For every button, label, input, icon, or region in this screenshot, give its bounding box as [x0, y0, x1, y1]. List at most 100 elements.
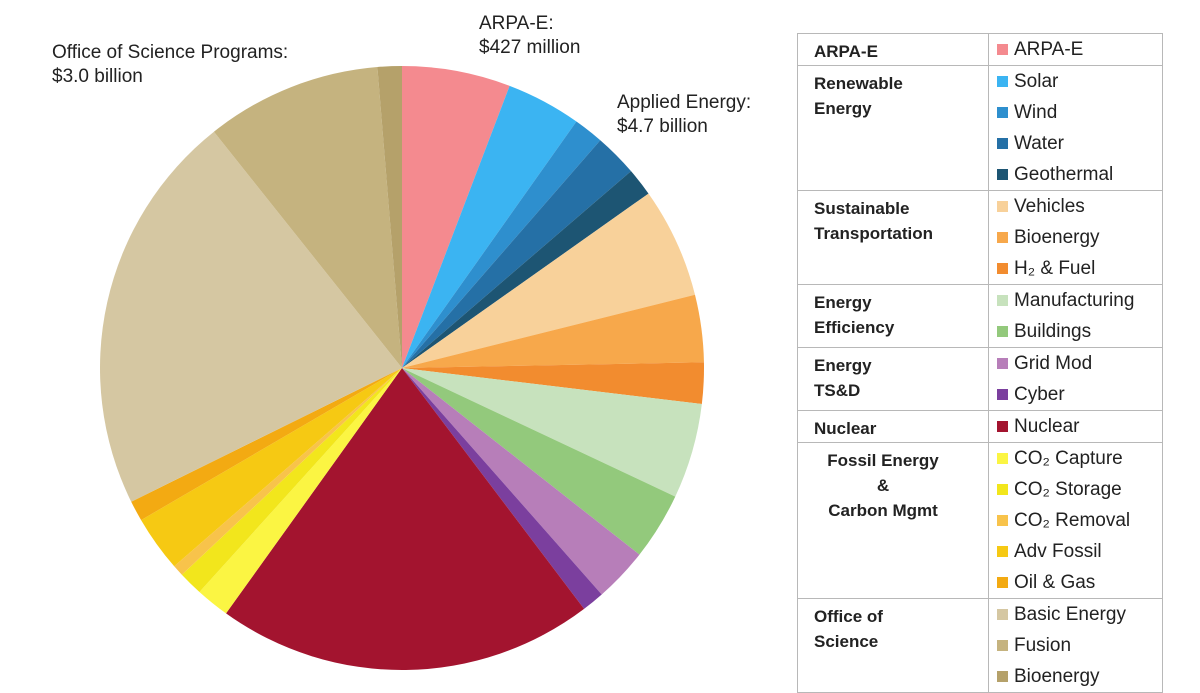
legend-group-name-line: Fossil Energy [827, 451, 939, 470]
legend-swatch [997, 484, 1008, 495]
pie-slice-manufacturing-8 [402, 368, 702, 497]
legend-item: ARPA-E [997, 34, 1162, 65]
legend-group-items: CO₂ Capture CO₂ Storage CO₂ Removal Adv Fos… [988, 442, 1163, 599]
legend-item-label: Wind [1014, 101, 1058, 123]
legend-group-name-line: Nuclear [814, 419, 877, 438]
legend-swatch [997, 44, 1008, 55]
legend-swatch [997, 453, 1008, 464]
legend-group: ARPA-E ARPA-E [797, 33, 1163, 66]
legend-item-label: Bioenergy [1014, 665, 1100, 687]
legend-group: Sustainable Transportation Vehicles Bioener… [797, 190, 1163, 285]
legend-group-name-line: TS&D [814, 381, 861, 400]
legend-group-name: Office of Science [797, 598, 989, 693]
legend-group-items: Vehicles Bioenergy H₂ & Fuel [988, 190, 1163, 285]
legend-swatch [997, 640, 1008, 651]
legend-group-name: Nuclear [797, 410, 989, 443]
legend-group-items: Basic Energy Fusion Bioenergy [988, 598, 1163, 693]
legend-item: Geothermal [997, 159, 1162, 190]
legend-item-label: CO₂ Storage [1014, 478, 1122, 500]
legend-item: Wind [997, 97, 1162, 128]
pie-slice-co2-capture-13 [199, 368, 402, 614]
pie-slice-co2-removal-15 [174, 368, 402, 575]
pie-slice-grid-mod-10 [402, 368, 640, 595]
legend-item-label: CO₂ Removal [1014, 509, 1131, 531]
legend-item-label: Cyber [1014, 383, 1065, 405]
legend-group-name-line: Renewable [814, 74, 903, 93]
pie-chart [99, 66, 705, 670]
legend-group-name-line: Transportation [814, 224, 934, 243]
legend-item-label: Oil & Gas [1014, 571, 1096, 593]
legend-item-label: Bioenergy [1014, 226, 1100, 248]
legend-group-name-line: Science [814, 632, 879, 651]
legend-group-items: Nuclear [988, 410, 1163, 443]
legend-item-label: Adv Fossil [1014, 540, 1102, 562]
pie-slice-oil-gas-17 [131, 368, 402, 521]
legend-swatch [997, 169, 1008, 180]
legend-group-name-line: Energy [814, 293, 872, 312]
legend-group-items: ARPA-E [988, 33, 1163, 66]
legend-item: CO₂ Storage [997, 474, 1162, 505]
legend-item: Solar [997, 66, 1162, 97]
pie-slice-fusion-19 [213, 67, 402, 368]
callout-office-of-science: Office of Science Programs: $3.0 billion [52, 41, 288, 89]
pie-slice-arpa-e-0 [402, 66, 510, 368]
callout-value: $4.7 billion [617, 116, 708, 137]
legend-group: Energy TS&D Grid Mod Cyber [797, 347, 1163, 411]
pie-slice-water-3 [402, 140, 632, 368]
legend-group-items: Manufacturing Buildings [988, 284, 1163, 348]
legend-item: Nuclear [997, 411, 1162, 442]
legend-item-label: ARPA-E [1014, 38, 1084, 60]
legend-group-name: ARPA-E [797, 33, 989, 66]
legend-item: Bioenergy [997, 222, 1162, 253]
legend-item: Oil & Gas [997, 567, 1162, 598]
legend-group-name: Energy TS&D [797, 347, 989, 411]
legend-swatch [997, 326, 1008, 337]
legend-swatch [997, 389, 1008, 400]
pie-slice-wind-2 [402, 121, 601, 368]
legend-swatch [997, 232, 1008, 243]
legend-group-name-line: Efficiency [814, 318, 895, 337]
legend-item-label: Water [1014, 132, 1064, 154]
pie-slice-nuclear-12 [226, 368, 585, 670]
legend-group-name-line: Energy [814, 99, 872, 118]
legend-item-label: Basic Energy [1014, 603, 1126, 625]
legend-group-name-line: Sustainable [814, 199, 910, 218]
legend-swatch [997, 201, 1008, 212]
legend-item-label: Manufacturing [1014, 289, 1135, 311]
legend-group-name-line: ARPA-E [814, 42, 878, 61]
legend-group: Office of Science Basic Energy Fusion Bioene… [797, 598, 1163, 693]
legend-group-name-line: & [876, 476, 890, 495]
legend-swatch [997, 138, 1008, 149]
legend-swatch [997, 671, 1008, 682]
legend-group-name: Sustainable Transportation [797, 190, 989, 285]
legend-swatch [997, 263, 1008, 274]
pie-slice-cyber-11 [402, 368, 602, 609]
legend-item-label: Nuclear [1014, 415, 1080, 437]
legend-item: Bioenergy [997, 661, 1162, 692]
pie-slice-buildings-9 [402, 368, 676, 555]
legend-item: Vehicles [997, 191, 1162, 222]
legend-group-name: Fossil Energy & Carbon Mgmt [797, 442, 989, 599]
legend: ARPA-E ARPA-E Renewable Energy Solar Wind Wate… [797, 33, 1163, 693]
callout-value: $3.0 billion [52, 66, 143, 87]
callout-label: ARPA-E: [479, 13, 554, 34]
legend-group-name: Renewable Energy [797, 65, 989, 191]
pie-slice-geothermal-4 [402, 171, 649, 368]
legend-item-label: Solar [1014, 70, 1059, 92]
legend-item-label: Geothermal [1014, 163, 1114, 185]
legend-group: Nuclear Nuclear [797, 410, 1163, 443]
legend-swatch [997, 107, 1008, 118]
legend-group-items: Grid Mod Cyber [988, 347, 1163, 411]
callout-value: $427 million [479, 37, 581, 58]
legend-item: Grid Mod [997, 348, 1162, 379]
legend-group-items: Solar Wind Water Geothermal [988, 65, 1163, 191]
legend-group-name-line: Carbon Mgmt [828, 501, 938, 520]
pie-slice-solar-1 [402, 85, 577, 368]
pie-slice-adv-fossil-16 [141, 368, 402, 567]
legend-item: CO₂ Removal [997, 505, 1162, 536]
legend-swatch [997, 295, 1008, 306]
legend-item: Basic Energy [997, 599, 1162, 630]
legend-swatch [997, 546, 1008, 557]
pie-slice-co2-storage-14 [181, 368, 402, 593]
legend-group-name: Energy Efficiency [797, 284, 989, 348]
